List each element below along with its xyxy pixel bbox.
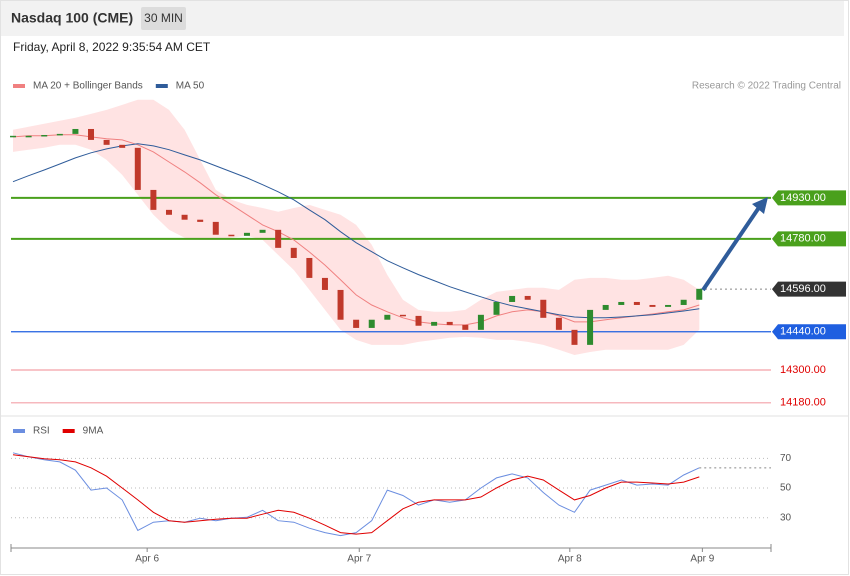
candle [524,295,531,300]
candle [399,314,406,317]
candle [321,277,328,290]
legend-label: MA 50 [176,81,205,92]
candle [555,317,562,330]
candle [150,189,157,210]
candle [493,301,500,315]
level-label: 14440.00 [780,326,826,338]
interval-button[interactable] [141,7,186,30]
candle [649,304,656,307]
rsi-panel: 70 50 30 RSI 9MA Apr 6 Apr 7 Apr 8 Apr 9 [10,426,792,565]
candle [306,257,313,278]
legend-label: 9MA [83,426,104,437]
credit: Research © 2022 Trading Central [692,81,841,92]
candle [181,214,188,220]
legend-swatch [62,429,75,433]
candle [633,301,640,305]
y-tick-label: 30 [780,512,792,523]
level-label: 14780.00 [780,233,826,245]
ma-line [12,143,700,319]
rsi-line [12,454,700,535]
candle [384,314,391,320]
y-tick-label: 70 [780,453,792,464]
price-panel: 14930.00 14780.00 14596.00 14440.00 14300.00… [10,81,846,409]
candle [134,147,141,190]
candle [540,299,547,318]
level-label: 14180.00 [780,397,826,409]
candle [353,319,360,328]
candle [259,229,266,233]
candle [446,321,453,325]
candle [165,209,172,215]
legend-label: MA 20 + Bollinger Bands [33,81,143,92]
level-tag [772,190,846,206]
level-label: 14930.00 [780,192,826,204]
candle [680,299,687,305]
level-label: 14596.00 [780,283,826,295]
title: Nasdaq 100 (CME) [11,10,133,26]
candle [56,133,63,136]
legend-swatch [13,429,25,433]
legend-label: RSI [33,426,50,437]
candle [25,135,32,138]
candle [103,139,110,145]
x-tick-label: Apr 6 [135,554,159,565]
candle [462,324,469,330]
candle [602,304,609,310]
candle [696,288,703,300]
rsi-line [12,452,700,537]
candle [212,221,219,235]
candle [119,144,126,148]
level-label: 14300.00 [780,364,826,376]
bollinger-band [13,99,700,355]
candle [228,234,235,237]
legend-swatch [13,84,25,88]
candle [477,314,484,330]
candle [88,128,95,140]
y-tick-label: 50 [780,483,792,494]
candle [431,321,438,326]
level-tag [772,324,846,340]
x-tick-label: Apr 8 [558,554,582,565]
candle [587,309,594,345]
candle [10,135,17,138]
candle [368,319,375,328]
candle [665,304,672,307]
candle [275,229,282,248]
candle [243,232,250,236]
candle [290,247,297,258]
candle [415,315,422,326]
candle [41,134,48,137]
forecast-arrowhead [752,197,768,214]
legend-swatch [155,84,168,88]
x-tick-label: Apr 9 [690,554,714,565]
x-tick-label: Apr 7 [347,554,371,565]
candle [72,128,79,134]
interval[interactable]: 30 MIN [144,11,183,25]
level-tag [772,281,846,297]
forecast-arrow [701,204,762,292]
ma-line [12,134,700,326]
candle [571,329,578,345]
candle [197,219,204,222]
candle [337,289,344,320]
candle [509,295,516,302]
subtitle: Friday, April 8, 2022 9:35:54 AM CET [13,40,211,54]
level-tag [772,231,846,247]
candle [618,301,625,305]
